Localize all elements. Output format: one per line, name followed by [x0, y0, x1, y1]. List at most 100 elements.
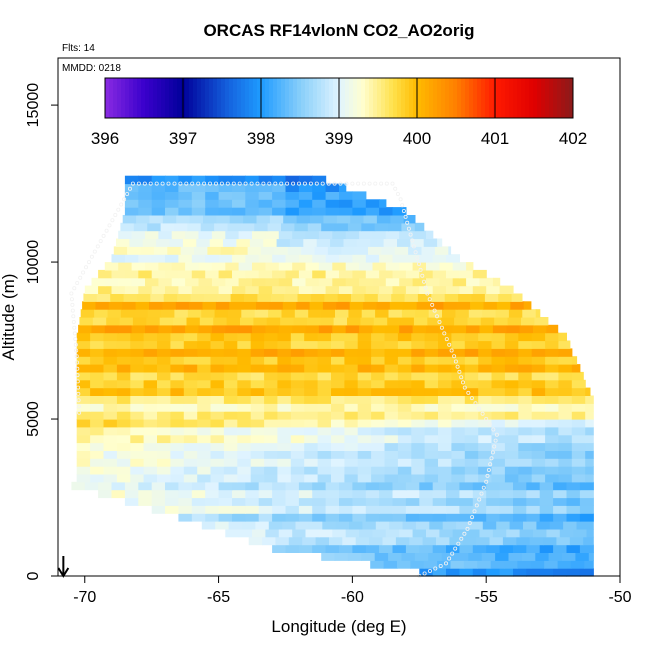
colorbar-tick-label: 399	[325, 129, 353, 148]
heatmap-cell	[544, 560, 559, 569]
heatmap-cell	[143, 371, 158, 381]
heatmap-cell	[90, 371, 105, 381]
heatmap-cell	[491, 387, 506, 396]
colorbar-swatch	[145, 78, 150, 118]
heatmap-cell	[131, 324, 146, 334]
heatmap-cell	[558, 364, 573, 373]
heatmap-cell	[504, 395, 519, 404]
heatmap-cell	[151, 183, 166, 192]
heatmap-cell	[558, 426, 573, 436]
heatmap-cell	[384, 450, 399, 459]
heatmap-cell	[414, 222, 425, 232]
heatmap-cell	[341, 246, 356, 255]
heatmap-cell	[217, 293, 232, 302]
colorbar-swatch	[133, 78, 138, 118]
colorbar-swatch	[557, 78, 562, 118]
heatmap-cell	[151, 175, 166, 185]
heatmap-cell	[468, 309, 483, 318]
heatmap-cell	[522, 309, 537, 318]
heatmap-cell	[84, 481, 99, 491]
heatmap-cell	[571, 442, 586, 451]
heatmap-cell	[84, 285, 99, 294]
heatmap-cell	[365, 481, 380, 491]
heatmap-cell	[90, 387, 105, 396]
heatmap-cell	[397, 364, 412, 373]
heatmap-cell	[325, 513, 340, 522]
heatmap-cell	[210, 332, 225, 342]
heatmap-cell	[258, 175, 273, 185]
heatmap-cell	[290, 458, 305, 467]
heatmap-cell	[464, 356, 479, 365]
heatmap-cell	[508, 552, 523, 561]
heatmap-cell	[388, 222, 403, 232]
track-point	[160, 181, 165, 186]
heatmap-cell	[371, 332, 386, 342]
heatmap-cell	[280, 317, 295, 326]
heatmap-cell	[258, 183, 273, 192]
heatmap-cell	[150, 293, 165, 302]
heatmap-cell	[518, 379, 533, 389]
heatmap-cell	[151, 207, 166, 216]
heatmap-cell	[191, 497, 206, 506]
heatmap-cell	[91, 277, 106, 287]
colorbar-swatch	[237, 78, 242, 118]
heatmap-cell	[124, 269, 139, 279]
heatmap-cell	[452, 277, 467, 287]
heatmap-cell	[558, 450, 573, 459]
heatmap-cell	[388, 309, 403, 318]
heatmap-cell	[253, 317, 268, 326]
heatmap-cell	[205, 505, 220, 514]
track-point	[484, 416, 489, 421]
heatmap-cell	[223, 371, 238, 381]
heatmap-cell	[191, 207, 206, 216]
colorbar-swatch	[157, 78, 162, 118]
heatmap-cell	[197, 411, 212, 420]
heatmap-cell	[205, 175, 220, 185]
heatmap-cell	[392, 481, 407, 491]
heatmap-cell	[585, 474, 594, 483]
heatmap-cell	[325, 254, 340, 263]
heatmap-cell	[218, 505, 233, 514]
track-point	[488, 462, 493, 467]
heatmap-cell	[277, 466, 292, 475]
heatmap-cell	[384, 364, 399, 373]
track-point	[76, 391, 81, 396]
heatmap-cell	[369, 536, 384, 546]
heatmap-cell	[424, 340, 439, 349]
heatmap-cell	[90, 332, 105, 342]
heatmap-cell	[250, 364, 265, 373]
heatmap-cell	[558, 474, 573, 483]
heatmap-cell	[558, 419, 573, 428]
heatmap-cell	[197, 356, 212, 365]
colorbar-swatch	[357, 78, 362, 118]
heatmap-cell	[135, 301, 150, 310]
heatmap-cell	[147, 222, 162, 232]
heatmap-cell	[218, 481, 233, 491]
heatmap-cell	[531, 356, 546, 365]
heatmap-cell	[415, 521, 430, 530]
x-axis: -70 -65 -60 -55 -50	[73, 576, 632, 606]
heatmap-cell	[263, 238, 278, 247]
heatmap-cell	[357, 403, 372, 412]
heatmap-cell	[131, 262, 146, 271]
heatmap-cell	[238, 324, 253, 334]
heatmap-cell	[178, 269, 193, 279]
heatmap-cell	[124, 497, 139, 506]
heatmap-cell	[372, 262, 387, 271]
heatmap-cell	[357, 395, 372, 404]
track-point	[456, 541, 461, 546]
heatmap-cell	[303, 238, 318, 247]
heatmap-cell	[571, 458, 586, 467]
heatmap-cell	[325, 207, 340, 216]
heatmap-cell	[277, 348, 292, 357]
track-point	[356, 181, 361, 186]
heatmap-cell	[317, 395, 332, 404]
heatmap-cell	[585, 466, 594, 475]
heatmap-cell	[197, 419, 212, 428]
heatmap-cell	[446, 254, 460, 263]
track-point	[104, 228, 109, 233]
heatmap-cell	[553, 489, 568, 499]
heatmap-cell	[183, 364, 198, 373]
heatmap-cell	[157, 387, 171, 396]
heatmap-cell	[496, 521, 511, 530]
